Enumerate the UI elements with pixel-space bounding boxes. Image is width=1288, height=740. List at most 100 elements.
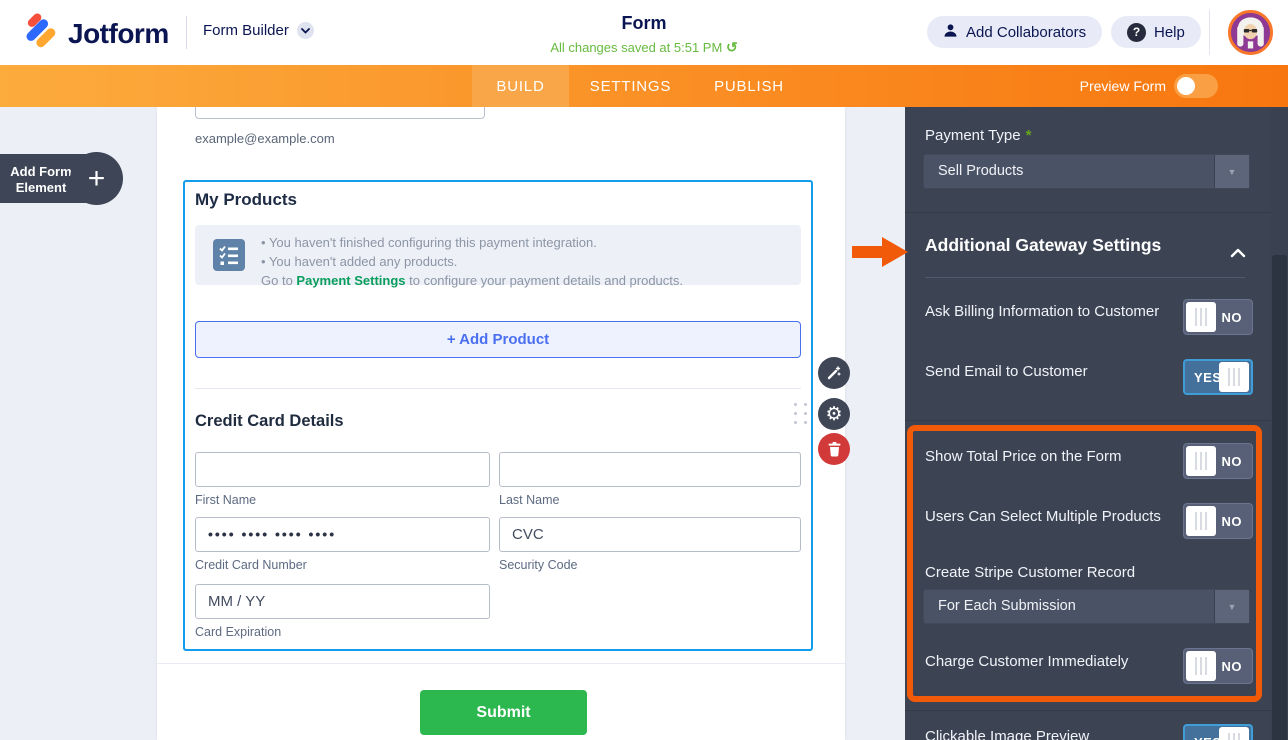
dropdown-arrow-icon: ▼ (1214, 590, 1249, 623)
send-email-toggle[interactable]: YES (1183, 359, 1253, 395)
section-divider (905, 212, 1288, 213)
warning-footer: Go to Payment Settings to configure your… (261, 273, 684, 288)
email-input[interactable] (195, 107, 485, 119)
app-header: Jotform Form Builder Form All changes sa… (0, 0, 1288, 65)
add-product-button[interactable]: + Add Product (195, 321, 801, 358)
section-divider (905, 710, 1288, 711)
add-collaborators-button[interactable]: Add Collaborators (927, 16, 1103, 48)
last-name-input[interactable] (499, 452, 801, 487)
form-builder-label: Form Builder (203, 22, 289, 39)
add-form-element-label: Add Form Element (10, 164, 72, 195)
payment-type-value: Sell Products (938, 163, 1024, 179)
builder-nav-bar: BUILD SETTINGS PUBLISH Preview Form (0, 65, 1288, 107)
tab-publish[interactable]: PUBLISH (714, 77, 784, 95)
card-expiration-input[interactable]: MM / YY (195, 584, 490, 619)
wizard-button[interactable] (818, 357, 850, 389)
warning-bullet: You haven't added any products. (261, 252, 683, 271)
ask-billing-label: Ask Billing Information to Customer (925, 303, 1160, 320)
builder-tabs: BUILD SETTINGS PUBLISH (472, 65, 806, 107)
email-hint-label: example@example.com (195, 131, 335, 146)
stripe-record-value: For Each Submission (938, 598, 1076, 614)
clickable-image-label: Clickable Image Preview (925, 728, 1090, 740)
divider (195, 388, 801, 389)
submit-button[interactable]: Submit (420, 690, 587, 735)
gateway-settings-title: Additional Gateway Settings (925, 235, 1162, 255)
tab-build[interactable]: BUILD (472, 65, 569, 107)
credit-card-title: Credit Card Details (195, 412, 344, 430)
toggle-knob (1186, 446, 1216, 476)
page-title: Form (621, 13, 667, 33)
warning-bullet: You haven't finished configuring this pa… (261, 233, 683, 252)
drag-handle[interactable] (794, 403, 807, 424)
avatar[interactable] (1228, 10, 1273, 55)
required-asterisk: * (1025, 127, 1032, 144)
help-label: Help (1154, 23, 1185, 41)
card-expiration-label: Card Expiration (195, 625, 282, 639)
help-button[interactable]: ? Help (1111, 16, 1201, 48)
collapse-chevron-up-icon[interactable] (1230, 245, 1246, 263)
charge-immediately-label: Charge Customer Immediately (925, 653, 1129, 670)
jotform-logo-icon (22, 13, 58, 54)
trash-icon (828, 441, 840, 457)
stripe-record-select[interactable]: For Each Submission ▼ (923, 589, 1250, 624)
divider (925, 277, 1245, 278)
tab-settings[interactable]: SETTINGS (589, 77, 672, 95)
settings-button[interactable]: ⚙ (818, 398, 850, 430)
products-title: My Products (195, 190, 298, 209)
payment-warning-text: You haven't finished configuring this pa… (261, 233, 683, 290)
toggle-knob (1219, 727, 1249, 740)
first-name-input[interactable] (195, 452, 490, 487)
show-total-price-label: Show Total Price on the Form (925, 448, 1122, 465)
toggle-knob (1186, 651, 1216, 681)
payment-settings-link[interactable]: Payment Settings (296, 273, 406, 288)
dropdown-arrow-icon: ▼ (1214, 155, 1249, 188)
payment-type-select[interactable]: Sell Products ▼ (923, 154, 1250, 189)
payment-type-label: Payment Type * (925, 127, 1032, 144)
divider (157, 663, 845, 664)
card-number-label: Credit Card Number (195, 558, 307, 572)
add-collaborators-label: Add Collaborators (966, 23, 1087, 41)
magic-wand-icon (827, 366, 841, 380)
question-icon: ? (1127, 22, 1146, 42)
stripe-record-label: Create Stripe Customer Record (925, 564, 1136, 581)
person-icon (943, 23, 958, 42)
form-builder-menu[interactable]: Form Builder (203, 22, 314, 39)
cvc-input[interactable]: CVC (499, 517, 801, 552)
charge-immediately-toggle[interactable]: NO (1183, 648, 1253, 684)
show-total-price-toggle[interactable]: NO (1183, 443, 1253, 479)
multiple-products-toggle[interactable]: NO (1183, 503, 1253, 539)
card-number-input[interactable]: •••• •••• •••• •••• (195, 517, 490, 552)
chevron-down-icon (296, 22, 314, 39)
clickable-image-toggle[interactable]: YES (1183, 724, 1253, 740)
autosave-status: All changes saved at 5:51 PM ↺ (550, 39, 738, 55)
preview-form-toggle[interactable] (1174, 74, 1218, 98)
toggle-knob (1186, 302, 1216, 332)
toggle-knob (1219, 362, 1249, 392)
properties-panel: Payment Type * Sell Products ▼ Additional… (905, 107, 1288, 740)
form-canvas: example@example.com My Products (0, 107, 905, 740)
undo-icon[interactable]: ↺ (725, 39, 738, 55)
plus-icon: + (70, 152, 123, 205)
last-name-label: Last Name (499, 493, 560, 507)
delete-button[interactable] (818, 433, 850, 465)
ask-billing-toggle[interactable]: NO (1183, 299, 1253, 335)
brand-name: Jotform (68, 17, 169, 49)
form-card: example@example.com My Products (157, 107, 845, 740)
section-divider (905, 420, 1288, 421)
preview-form-label: Preview Form (1079, 78, 1166, 94)
multiple-products-label: Users Can Select Multiple Products (925, 508, 1161, 525)
first-name-label: First Name (195, 493, 257, 507)
toggle-knob (1177, 77, 1195, 95)
scrollbar-thumb[interactable] (1272, 255, 1287, 740)
scrollbar-track (1271, 107, 1288, 740)
send-email-label: Send Email to Customer (925, 363, 1088, 380)
header-divider (186, 16, 187, 49)
header-divider (1209, 10, 1210, 55)
gear-icon: ⚙ (825, 402, 843, 425)
security-code-label: Security Code (499, 558, 578, 572)
jotform-logo[interactable]: Jotform (22, 13, 169, 54)
checklist-icon (213, 239, 245, 271)
toggle-knob (1186, 506, 1216, 536)
payment-warning-box: You haven't finished configuring this pa… (195, 225, 801, 288)
